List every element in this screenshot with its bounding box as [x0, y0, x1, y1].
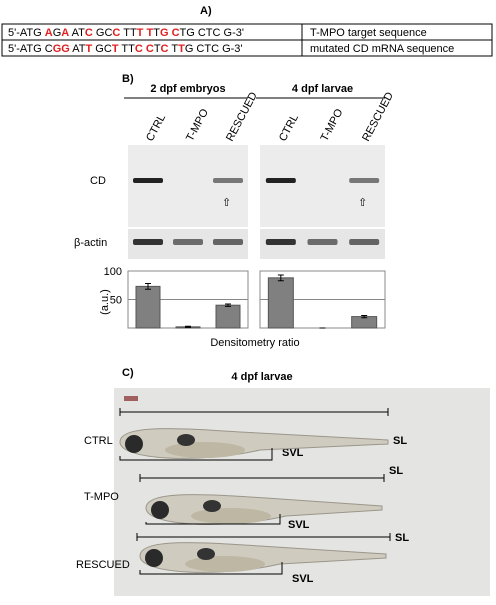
- actin-band: [265, 239, 296, 245]
- actin-band: [307, 239, 338, 245]
- cd-band: [213, 178, 243, 183]
- blot: [128, 145, 248, 227]
- cd-band: [133, 178, 163, 183]
- error-bar: [185, 325, 191, 328]
- y-tick-label: 100: [104, 266, 122, 278]
- sequence-segment: T: [86, 43, 93, 55]
- larva-bladder: [203, 500, 221, 512]
- sequence-description: T-MPO target sequence: [310, 27, 427, 39]
- sequence: 5'-ATG AGA ATC GCC TTT TTG CTG CTC G-3': [8, 27, 244, 39]
- svl-bracket: [139, 562, 283, 575]
- sl-bracket: [119, 408, 389, 416]
- actin-band: [213, 239, 243, 245]
- sl-bracket: [139, 474, 385, 482]
- svl-label: SVL: [282, 447, 304, 459]
- sl-label: SL: [395, 532, 409, 544]
- svl-label: SVL: [288, 519, 310, 531]
- y-axis-label: (a.u.): [99, 289, 111, 315]
- sequence-segment: T: [178, 43, 185, 55]
- lane-label: CTRL: [277, 112, 301, 143]
- sl-label: SL: [393, 435, 407, 447]
- larva-bladder: [177, 434, 195, 446]
- x-axis-label: Densitometry ratio: [210, 337, 299, 349]
- lane-label: CTRL: [144, 112, 168, 143]
- group-label: T-MPO: [84, 491, 119, 503]
- sequence-segment: G CTC G-3': [185, 43, 243, 55]
- error-bar: [145, 283, 151, 290]
- sequence-segment: C: [146, 43, 154, 55]
- error-bar: [361, 314, 368, 319]
- sequence-segment: T: [112, 43, 119, 55]
- cd-band: [349, 178, 380, 183]
- larva-eye: [125, 435, 143, 453]
- sequence-segment: G: [53, 27, 62, 39]
- blot-label: β-actin: [74, 237, 107, 249]
- sequence-segment: TT: [120, 27, 137, 39]
- svl-label: SVL: [292, 573, 314, 585]
- sequence-segment: GG: [53, 43, 70, 55]
- sequence-segment: A: [45, 27, 53, 39]
- sequence-segment: T: [137, 27, 144, 39]
- sequence-segment: T: [153, 27, 160, 39]
- bar: [351, 316, 378, 329]
- sequence-segment: C: [161, 43, 169, 55]
- svl-bracket: [119, 448, 273, 461]
- actin-band: [349, 239, 380, 245]
- larva-yolk: [185, 556, 265, 572]
- blot: [260, 145, 385, 227]
- sequence-segment: T: [154, 43, 161, 55]
- sequence-segment: 5'-ATG: [8, 27, 45, 39]
- sequence-segment: C: [135, 43, 143, 55]
- panel-label: A): [200, 5, 212, 17]
- sequence-segment: A: [61, 27, 69, 39]
- sequence-segment: AT: [69, 27, 85, 39]
- sequence-segment: TG CTC G-3': [180, 27, 244, 39]
- sequence-segment: AT: [70, 43, 86, 55]
- y-tick-label: 50: [110, 295, 122, 307]
- chart-title: 4 dpf larvae: [292, 83, 353, 95]
- larva-eye: [151, 501, 169, 519]
- larva-bladder: [197, 548, 215, 560]
- arrow: ⇧: [358, 197, 367, 209]
- group-label: RESCUED: [76, 559, 130, 571]
- lane-label: T-MPO: [184, 107, 211, 144]
- actin-band: [133, 239, 163, 245]
- svl-bracket: [145, 514, 281, 525]
- chart-title: 2 dpf embryos: [150, 83, 225, 95]
- panel-label: B): [122, 73, 134, 85]
- sequence-segment: GC: [93, 27, 113, 39]
- sl-bracket: [136, 533, 391, 541]
- panel-title: 4 dpf larvae: [231, 371, 292, 383]
- scale-bar: [124, 396, 138, 401]
- blot-label: CD: [90, 175, 106, 187]
- sequence-segment: C: [112, 27, 120, 39]
- bar: [267, 277, 294, 329]
- cd-band: [265, 178, 296, 183]
- sequence-segment: GC: [92, 43, 112, 55]
- sequence-description: mutated CD mRNA sequence: [310, 43, 454, 55]
- group-label: CTRL: [84, 435, 113, 447]
- error-bar: [277, 274, 284, 282]
- sequence-segment: T: [169, 43, 179, 55]
- sl-label: SL: [389, 465, 403, 477]
- sequence-segment: TT: [119, 43, 136, 55]
- error-bar: [225, 303, 231, 307]
- sequence-segment: C: [172, 27, 180, 39]
- sequence-segment: C: [85, 27, 93, 39]
- sequence-segment: G: [160, 27, 169, 39]
- sequence-segment: 5'-ATG C: [8, 43, 53, 55]
- larva-yolk: [191, 508, 271, 524]
- arrow: ⇧: [222, 197, 231, 209]
- bar: [215, 304, 241, 329]
- sequence: 5'-ATG CGG ATT GCT TTC CTC TTG CTC G-3': [8, 43, 243, 55]
- actin-band: [173, 239, 203, 245]
- bar: [135, 285, 161, 329]
- larva-yolk: [165, 442, 245, 458]
- panel-label: C): [122, 367, 134, 379]
- sequence-segment: T: [146, 27, 153, 39]
- larva-eye: [145, 549, 163, 567]
- lane-label: T-MPO: [319, 107, 346, 144]
